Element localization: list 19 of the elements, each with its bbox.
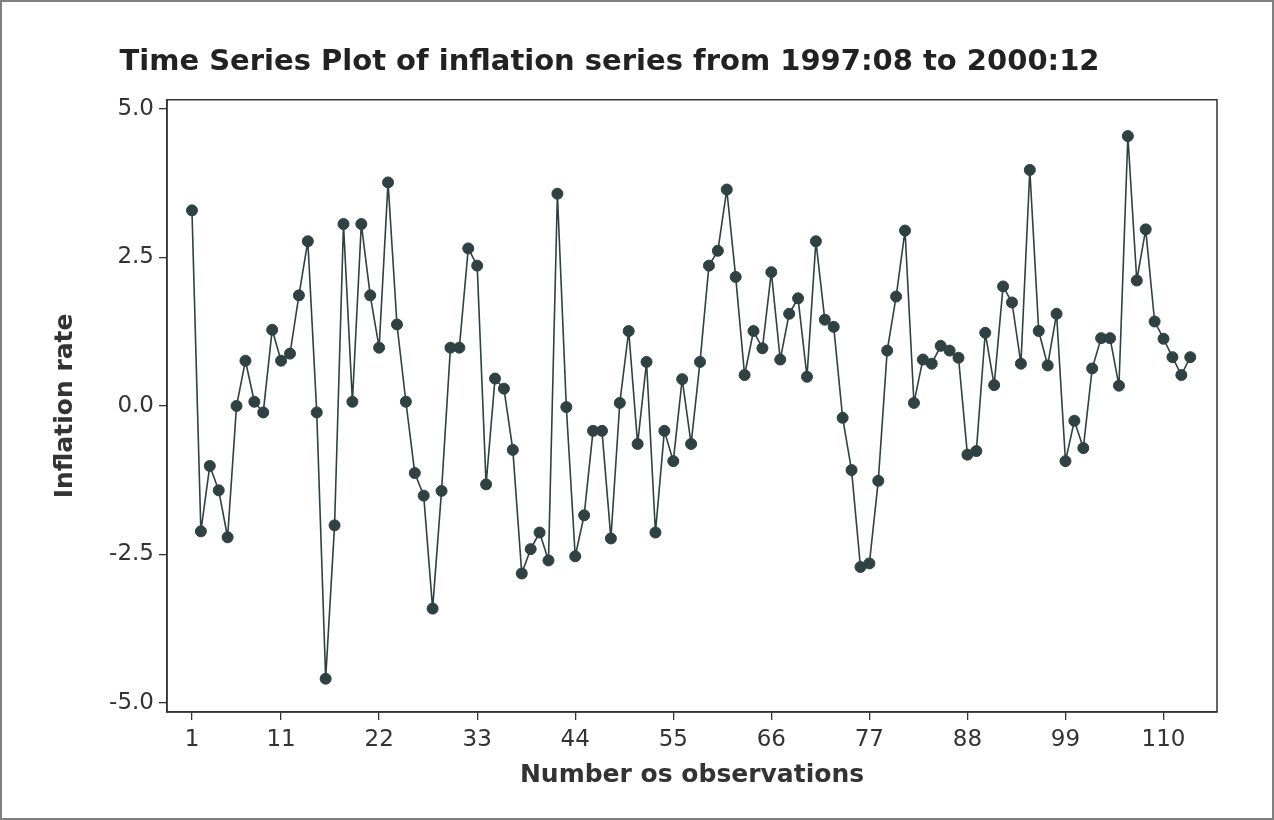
chart-title: Time Series Plot of inflation series from 1997:08 to 2000:12 — [119, 42, 1100, 77]
x-tick-label: 66 — [756, 724, 786, 751]
x-tick-label: 33 — [462, 724, 492, 751]
x-tick-label: 22 — [364, 724, 394, 751]
x-tick-label: 55 — [658, 724, 688, 751]
y-axis-title: Inflation rate — [48, 313, 78, 499]
x-tick-label: 99 — [1050, 724, 1081, 751]
x-axis-title: Number os observations — [519, 758, 865, 788]
x-tick-label: 11 — [266, 724, 296, 751]
x-tick-label: 88 — [952, 724, 983, 751]
y-tick-label: -2.5 — [109, 539, 154, 566]
x-tick-label: 110 — [1141, 724, 1186, 751]
y-tick-label: 2.5 — [117, 242, 154, 269]
y-tick-label: -5.0 — [109, 688, 154, 715]
y-tick-label: 0.0 — [117, 390, 154, 417]
x-tick-label: 77 — [854, 724, 885, 751]
x-tick-label: 1 — [184, 724, 200, 751]
x-tick-label: 44 — [560, 724, 590, 751]
y-tick-label: 5.0 — [117, 93, 154, 120]
